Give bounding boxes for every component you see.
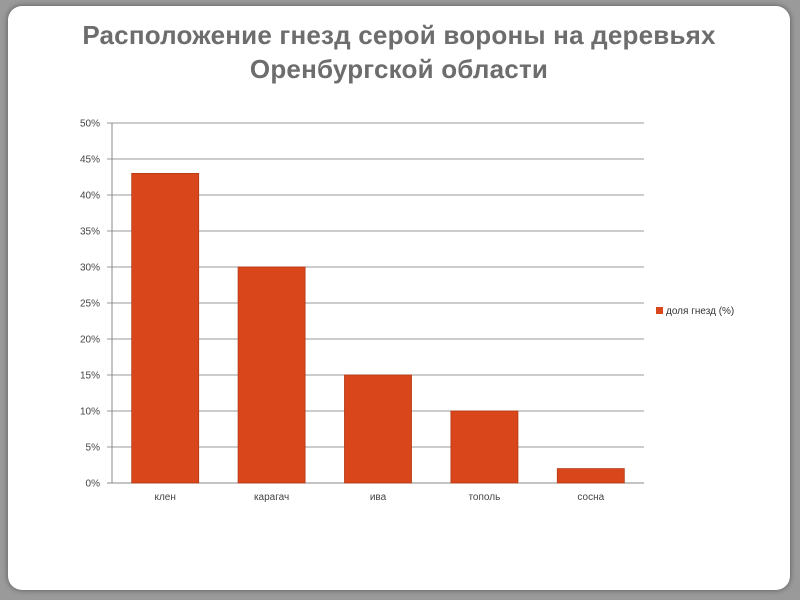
y-tick-label: 20% — [80, 335, 100, 346]
x-tick-label: карагач — [254, 492, 289, 503]
chart-title: Расположение гнезд серой вороны на дерев… — [8, 18, 790, 86]
y-tick-label: 45% — [80, 155, 100, 166]
y-tick-label: 25% — [80, 299, 100, 310]
y-tick-label: 35% — [80, 227, 100, 238]
bar-3 — [344, 374, 412, 484]
title-line-2: Оренбургской области — [249, 54, 549, 84]
bar-2 — [237, 266, 306, 484]
y-tick-label: 40% — [80, 191, 100, 202]
x-tick-label: сосна — [577, 492, 604, 503]
bar-5 — [556, 468, 625, 484]
x-tick-label: тополь — [468, 492, 500, 503]
bar-4 — [450, 410, 519, 484]
y-tick-label: 5% — [86, 443, 101, 454]
bar-1 — [131, 172, 200, 484]
title-line-1: Расположение гнезд серой вороны на дерев… — [82, 20, 716, 50]
y-tick-label: 15% — [80, 371, 100, 382]
y-tick-label: 30% — [80, 263, 100, 274]
y-tick-label: 50% — [80, 119, 100, 130]
x-tick-label: ива — [370, 492, 387, 503]
legend-swatch — [656, 307, 663, 314]
x-tick-label: клен — [154, 492, 175, 503]
y-tick-label: 0% — [86, 479, 101, 490]
legend-label: доля гнезд (%) — [666, 306, 734, 317]
y-tick-label: 10% — [80, 407, 100, 418]
